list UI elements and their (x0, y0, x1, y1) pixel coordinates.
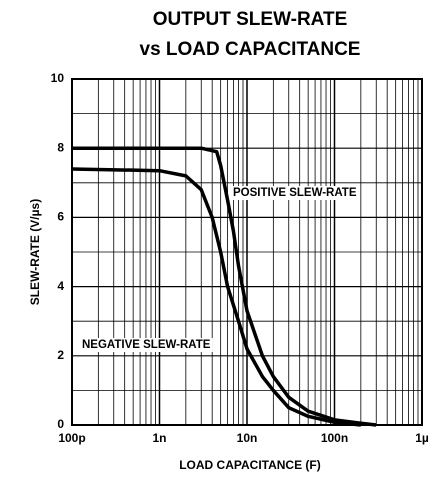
y-tick-label: 8 (57, 140, 64, 154)
plot-frame (71, 78, 423, 426)
x-tick-label: 100n (321, 431, 348, 445)
line-series (71, 167, 362, 427)
x-axis-label: LOAD CAPACITANCE (F) (179, 458, 321, 472)
chart-title: OUTPUT SLEW-RATE (153, 9, 348, 30)
y-tick-label: 4 (57, 279, 64, 293)
y-axis-label: SLEW-RATE (V/µs) (28, 199, 42, 305)
series-label: NEGATIVE SLEW-RATE (82, 339, 211, 351)
y-tick-label: 10 (51, 71, 65, 85)
y-tick-label: 0 (57, 417, 64, 431)
y-tick-label: 2 (57, 348, 64, 362)
line-series (72, 146, 377, 427)
series-label: POSITIVE SLEW-RATE (233, 187, 357, 199)
x-tick-label: 1n (152, 431, 166, 445)
series-label-background (80, 338, 213, 353)
series-label-background (231, 186, 359, 201)
y-tick-label: 6 (57, 210, 64, 224)
x-tick-label: 100p (58, 431, 85, 445)
chart-title: vs LOAD CAPACITANCE (140, 39, 361, 60)
x-tick-label: 10n (237, 431, 258, 445)
x-tick-label: 1µ (415, 431, 429, 445)
